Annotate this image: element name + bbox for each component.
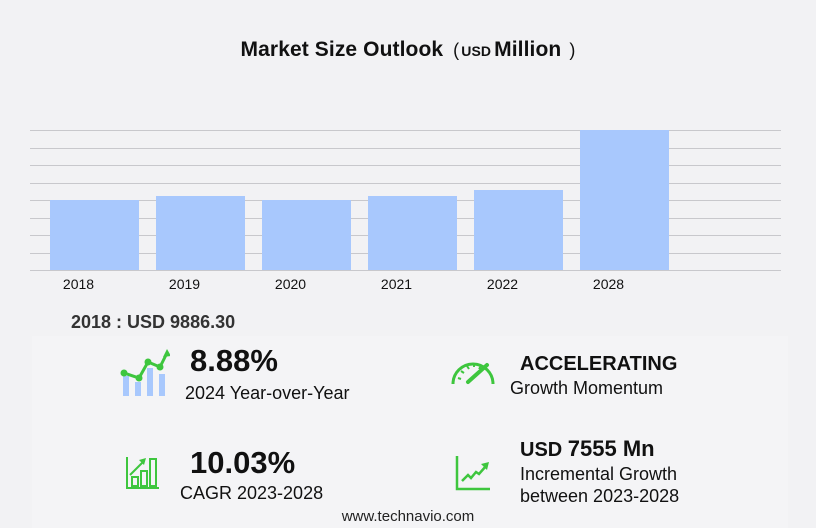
gridline — [30, 182, 781, 184]
gridline — [30, 165, 781, 166]
chart-title-main: Market Size Outlook — [240, 38, 444, 61]
growth-chart-icon — [120, 349, 170, 396]
momentum-value: ACCELERATING — [520, 353, 678, 375]
x-tick-label: 2028 — [592, 276, 625, 292]
cagr-value: 10.03% — [190, 445, 296, 480]
chart-title: Market Size Outlook (USD Million) — [0, 38, 816, 62]
gridline — [30, 130, 781, 131]
gridline — [30, 270, 781, 271]
speedometer-icon — [451, 362, 495, 385]
bar-2018 — [50, 200, 139, 270]
incremental-label-1: Incremental Growth — [520, 464, 678, 484]
paren-close: ) — [569, 40, 576, 60]
x-tick-label: 2020 — [274, 276, 307, 292]
bar-2019 — [156, 196, 245, 270]
unit-label: Million — [494, 38, 562, 61]
cagr-label: CAGR 2023-2028 — [180, 483, 324, 503]
bar-chart-plot — [30, 130, 781, 271]
x-tick-label: 2018 — [62, 276, 95, 292]
trend-line-icon — [455, 456, 490, 491]
x-tick-label: 2022 — [486, 276, 519, 292]
incremental-prefix: USD — [520, 439, 563, 461]
yoy-value: 8.88% — [190, 343, 278, 378]
yoy-label: 2024 Year-over-Year — [185, 383, 350, 403]
x-tick-label: 2019 — [168, 276, 201, 292]
bar-2028 — [580, 130, 669, 270]
incremental-value: USD 7555 Mn — [520, 436, 655, 462]
bar-2022 — [474, 190, 563, 270]
bar-2021 — [368, 196, 457, 270]
x-tick-label: 2021 — [380, 276, 413, 292]
paren-open: ( — [453, 40, 460, 60]
incremental-label-2: between 2023-2028 — [520, 486, 680, 506]
gridline — [30, 147, 781, 149]
incremental-amount: 7555 Mn — [567, 436, 655, 461]
unit-prefix: USD — [461, 43, 492, 59]
bar-2020 — [262, 200, 351, 270]
momentum-label: Growth Momentum — [510, 378, 664, 398]
base-year-value: 2018 : USD 9886.30 — [71, 312, 236, 332]
bar-growth-icon — [126, 457, 159, 489]
footer-url: www.technavio.com — [341, 508, 475, 525]
